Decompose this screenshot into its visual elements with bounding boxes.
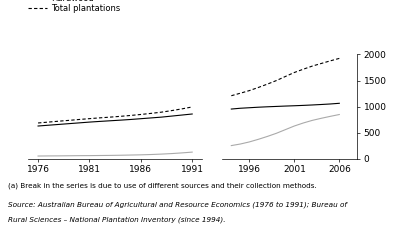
Text: Source: Australian Bureau of Agricultural and Resource Economics (1976 to 1991);: Source: Australian Bureau of Agricultura… <box>8 201 347 207</box>
Legend: Softwood, Hardwood, Total plantations: Softwood, Hardwood, Total plantations <box>29 0 120 13</box>
Text: (a) Break in the series is due to use of different sources and their collection : (a) Break in the series is due to use of… <box>8 183 317 189</box>
Text: Rural Sciences – National Plantation Inventory (since 1994).: Rural Sciences – National Plantation Inv… <box>8 216 225 223</box>
